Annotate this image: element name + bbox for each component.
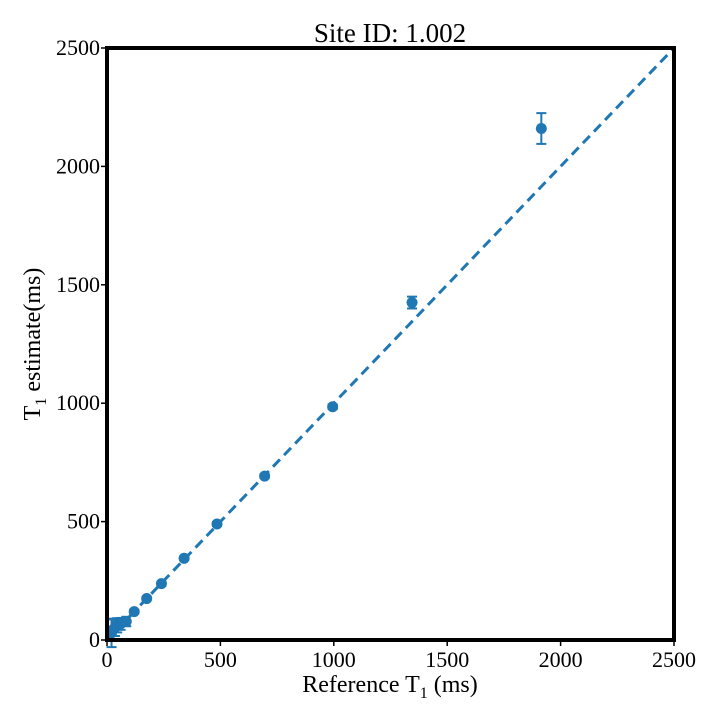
y-tick-label: 1500 — [56, 272, 100, 297]
x-tick-label: 1000 — [312, 647, 356, 672]
y-tick-label: 1000 — [56, 390, 100, 415]
y-tick-label: 500 — [67, 509, 100, 534]
y-axis-label: T1 estimate(ms) — [20, 268, 50, 421]
data-point — [535, 123, 547, 135]
data-point-group — [178, 552, 190, 564]
x-tick-label: 1500 — [425, 647, 469, 672]
y-axis-label-sub: 1 — [33, 398, 50, 406]
plot-area — [105, 46, 676, 649]
y-axis-label-rest: estimate(ms) — [20, 268, 46, 398]
data-point-group — [259, 470, 271, 482]
data-point-group — [120, 615, 132, 628]
data-point — [178, 552, 190, 564]
data-point — [327, 401, 339, 413]
data-point-group — [141, 593, 153, 605]
x-axis-label-sub: 1 — [420, 685, 428, 702]
identity-line — [105, 46, 676, 642]
x-axis-label: Reference T1 (ms) — [302, 672, 477, 702]
x-tick-label: 2000 — [539, 647, 583, 672]
data-point-group — [128, 606, 140, 618]
data-point-group — [211, 518, 223, 530]
data-point — [259, 470, 271, 482]
data-point-group — [406, 295, 418, 310]
y-tick-label: 2000 — [56, 153, 100, 178]
x-axis-label-rest: (ms) — [428, 672, 478, 698]
y-tick-label: 2500 — [56, 35, 100, 60]
data-point — [406, 297, 418, 309]
y-tick-label: 0 — [89, 627, 100, 652]
x-tick-label: 2500 — [652, 647, 696, 672]
axis-ticks: 0 500 1000 1500 2000 2500 0 500 1000 1500 2000 2500 — [56, 35, 696, 672]
data-point-group — [155, 578, 167, 590]
data-point — [155, 578, 167, 590]
x-tick-label: 0 — [102, 647, 113, 672]
y-axis-label-main: T — [20, 405, 46, 420]
data-point — [211, 518, 223, 530]
data-point-group — [327, 401, 339, 413]
data-point — [141, 593, 153, 605]
data-point — [120, 616, 132, 628]
x-tick-label: 500 — [204, 647, 237, 672]
plot-frame — [105, 46, 676, 642]
data-point-group — [535, 112, 547, 145]
data-point — [128, 606, 140, 618]
x-axis-label-main: Reference T — [302, 672, 420, 698]
chart-title: Site ID: 1.002 — [314, 18, 466, 48]
